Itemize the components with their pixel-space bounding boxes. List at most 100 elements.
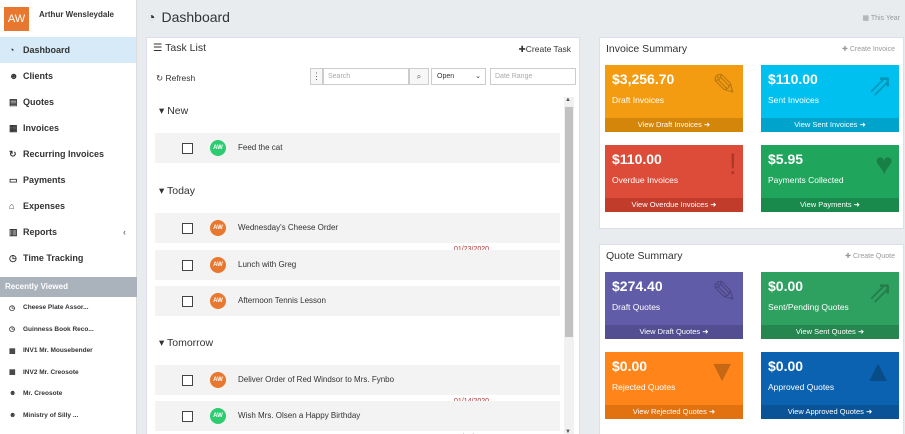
users-icon: ☻ <box>9 71 19 81</box>
tile-view-link[interactable]: View Draft Quotes ➜ <box>605 325 743 339</box>
recent-item[interactable]: ◷ Cheese Plate Assor... <box>0 297 137 319</box>
nav-item-time-tracking[interactable]: ◷ Time Tracking <box>0 245 136 271</box>
status-select[interactable]: Open ⌄ <box>431 68 486 85</box>
tachometer-icon: ◔ <box>9 45 15 55</box>
tile-view-link[interactable]: View Sent Quotes ➜ <box>761 325 899 339</box>
recent-item-label: Mr. Creosote <box>23 390 63 398</box>
caret-down-icon: ▾ <box>159 337 167 349</box>
recent-item[interactable]: ◷ Guinness Book Reco... <box>0 319 137 341</box>
nav-item-label: Clients <box>23 71 54 81</box>
tile-view-link[interactable]: View Payments ➜ <box>761 198 899 212</box>
arrow-circle-right-icon: ➜ <box>700 327 709 336</box>
summary-tile-approved-quotes: ▲ $0.00 Approved Quotes View Approved Quote… <box>761 352 899 419</box>
task-checkbox[interactable] <box>182 411 193 422</box>
task-checkbox[interactable] <box>182 223 193 234</box>
refresh-button[interactable]: ↻ Refresh <box>156 73 196 83</box>
ellipsis-v-icon: ⋮ <box>312 71 321 81</box>
tile-view-link[interactable]: View Draft Invoices ➜ <box>605 118 743 132</box>
summary-tile-sent-pending-quotes: ⇗ $0.00 Sent/Pending Quotes View Sent Quote… <box>761 272 899 339</box>
file-text-icon: ▦ <box>9 347 16 355</box>
period-selector[interactable]: ▦ This Year <box>862 15 900 22</box>
recent-item[interactable]: ▦ INV2 Mr. Creosote <box>0 362 137 384</box>
refresh-icon: ↻ <box>156 73 166 83</box>
task-row[interactable]: AW Deliver Order of Red Windsor to Mrs. F… <box>155 365 560 395</box>
tile-view-link[interactable]: View Approved Quotes ➜ <box>761 405 899 419</box>
nav-item-dashboard[interactable]: ◔ Dashboard <box>0 37 136 63</box>
arrow-circle-right-icon: ➜ <box>855 327 865 336</box>
task-name[interactable]: Deliver Order of Red Windsor to Mrs. Fyn… <box>238 375 395 384</box>
sidebar: AW Arthur Wensleydale ◔ Dashboard ☻ Clients… <box>0 0 137 434</box>
task-checkbox[interactable] <box>182 375 193 386</box>
file-text-icon: ▦ <box>9 369 16 377</box>
nav-item-payments[interactable]: ▭ Payments <box>0 167 136 193</box>
assignee-avatar: AW <box>210 293 226 309</box>
file-text-icon: ▦ <box>9 122 18 133</box>
tile-view-link[interactable]: View Rejected Quotes ➜ <box>605 405 743 419</box>
refresh-icon: ↻ <box>9 148 17 159</box>
task-scroll-area: ▾ New AW Feed the cat ▾ Today AW Wednesday's … <box>147 97 580 434</box>
search-button[interactable]: ⌕ <box>409 68 429 85</box>
task-row[interactable]: AW Lunch with Greg <box>155 250 560 280</box>
task-name[interactable]: Lunch with Greg <box>238 260 297 269</box>
caret-down-icon: ▾ <box>159 185 167 197</box>
task-name[interactable]: Feed the cat <box>238 143 283 152</box>
scroll-up-icon[interactable]: ▲ <box>565 97 571 103</box>
nav-item-label: Quotes <box>23 97 55 107</box>
nav-item-invoices[interactable]: ▦ Invoices <box>0 115 136 141</box>
task-row[interactable]: AW Wednesday's Cheese Order <box>155 213 560 243</box>
nav-item-label: Recurring Invoices <box>23 149 105 159</box>
task-checkbox[interactable] <box>182 296 193 307</box>
task-name[interactable]: Wednesday's Cheese Order <box>238 223 339 232</box>
scrollbar[interactable]: ▲ ▼ <box>564 97 574 434</box>
options-button[interactable]: ⋮ <box>310 68 323 85</box>
recent-item[interactable]: ☻ Ministry of Silly ... <box>0 405 137 427</box>
nav-item-reports[interactable]: ▥ Reports ‹ <box>0 219 136 245</box>
create-task-button[interactable]: ✚Create Task <box>518 44 571 54</box>
create-invoice-link[interactable]: ✚ Create Invoice <box>842 46 895 53</box>
task-name[interactable]: Wish Mrs. Olsen a Happy Birthday <box>238 411 361 420</box>
plus-icon: ✚ <box>518 44 526 54</box>
invoice-summary-panel: Invoice Summary ✚ Create Invoice ✎ $3,256… <box>599 37 904 229</box>
assignee-avatar: AW <box>210 140 226 156</box>
user-profile[interactable]: AW Arthur Wensleydale <box>0 0 136 37</box>
avatar: AW <box>4 7 29 31</box>
tile-amount: $0.00 <box>612 358 648 374</box>
invoice-summary-title: Invoice Summary <box>606 43 688 55</box>
nav-item-expenses[interactable]: ⌂ Expenses <box>0 193 136 219</box>
recent-item[interactable]: ▦ INV1 Mr. Mousebender <box>0 340 137 362</box>
plus-icon: ✚ <box>845 253 853 260</box>
list-icon: ☰ <box>153 42 166 54</box>
recent-item[interactable]: ☻ Mr. Creosote <box>0 383 137 405</box>
create-quote-link[interactable]: ✚ Create Quote <box>845 253 895 260</box>
task-group-header[interactable]: ▾ Today <box>159 185 196 197</box>
users-icon: ☻ <box>9 390 17 398</box>
clock-icon: ◷ <box>9 252 17 263</box>
recent-item-label: Ministry of Silly ... <box>23 411 79 419</box>
task-group-header[interactable]: ▾ New <box>159 105 189 117</box>
task-checkbox[interactable] <box>182 143 193 154</box>
tachometer-icon: ◔ <box>147 9 156 25</box>
tile-view-link[interactable]: View Overdue Invoices ➜ <box>605 198 743 212</box>
nav-item-quotes[interactable]: ▤ Quotes <box>0 89 136 115</box>
recent-item-label: INV1 Mr. Mousebender <box>23 347 93 355</box>
task-group-header[interactable]: ▾ Tomorrow <box>159 337 214 349</box>
scroll-thumb[interactable] <box>565 107 573 337</box>
search-input[interactable]: Search <box>323 68 409 85</box>
tile-label: Sent/Pending Quotes <box>768 302 849 312</box>
recent-list: ◷ Cheese Plate Assor... ◷ Guinness Book Rec… <box>0 297 137 426</box>
task-checkbox[interactable] <box>182 260 193 271</box>
nav-item-clients[interactable]: ☻ Clients <box>0 63 136 89</box>
task-row[interactable]: AW Afternoon Tennis Lesson <box>155 286 560 316</box>
summary-tile-draft-invoices: ✎ $3,256.70 Draft Invoices View Draft Invoi… <box>605 65 743 132</box>
nav-item-label: Time Tracking <box>23 253 84 263</box>
nav-item-recurring-invoices[interactable]: ↻ Recurring Invoices <box>0 141 136 167</box>
quote-summary-panel: Quote Summary ✚ Create Quote ✎ $274.40 Dra… <box>599 244 904 434</box>
chevron-down-icon: ⌄ <box>475 73 481 80</box>
task-name[interactable]: Afternoon Tennis Lesson <box>238 296 326 305</box>
task-row[interactable]: AW Feed the cat <box>155 133 560 163</box>
task-row[interactable]: AW Wish Mrs. Olsen a Happy Birthday <box>155 401 560 431</box>
scroll-down-icon[interactable]: ▼ <box>565 429 571 434</box>
tile-view-link[interactable]: View Sent Invoices ➜ <box>761 118 899 132</box>
date-range-input[interactable]: Date Range <box>490 68 576 85</box>
tile-label: Draft Quotes <box>612 302 661 312</box>
